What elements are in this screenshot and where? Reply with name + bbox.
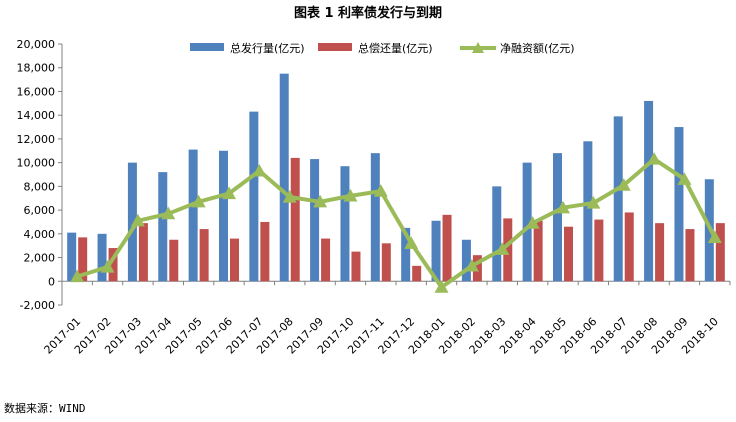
bar-total-repayment [685,229,695,282]
line-point-net-financing [525,216,540,229]
bar-total-repayment [594,219,604,282]
bar-total-issuance [370,153,380,282]
bar-total-issuance [249,111,259,282]
bar-total-repayment [351,251,361,282]
bar-total-issuance [97,233,107,282]
line-point-net-financing [464,258,479,272]
bar-total-repayment [260,221,270,282]
y-tick-label: 2,000 [24,252,56,265]
bar-total-issuance [127,162,137,282]
line-point-net-financing [556,200,570,214]
legend-swatch [318,43,352,51]
line-point-net-financing [313,194,328,208]
bar-total-repayment [655,223,665,282]
legend-swatch [190,43,224,51]
bar-total-issuance [188,149,198,282]
bar-total-issuance [492,186,502,282]
bar-total-repayment [564,226,573,282]
bar-total-issuance [219,150,228,282]
line-point-net-financing [434,280,449,293]
source-note: 数据来源：WIND [4,402,86,415]
line-point-net-financing [282,190,297,203]
bar-total-repayment [169,239,179,282]
bar-total-repayment [412,265,422,282]
legend-label: 总偿还量(亿元) [358,41,433,55]
y-tick-label: 0 [48,275,55,288]
line-point-net-financing [616,178,631,191]
line-point-net-financing [586,195,601,209]
bar-total-issuance [431,220,441,282]
y-tick-label: 18,000 [17,62,56,75]
line-point-net-financing [161,206,176,220]
y-tick-label: 20,000 [17,38,56,51]
line-point-net-financing [677,172,692,185]
chart-title: 图表 1 利率债发行与到期 [294,5,442,21]
y-tick-label: 14,000 [17,109,56,122]
line-net-financing [76,157,717,290]
bar-total-issuance [644,100,654,282]
line-point-net-financing [222,186,236,200]
line-point-net-financing [191,194,206,208]
legend-marker [472,42,484,53]
bar-total-issuance [613,116,623,282]
bar-total-repayment [624,212,634,282]
bar-total-issuance [279,73,289,282]
line-point-net-financing [404,236,419,249]
line-point-net-financing [100,260,115,273]
bar-total-repayment [442,214,452,282]
bar-total-issuance [522,162,532,282]
bar-total-repayment [108,248,118,282]
bar-total-repayment [381,243,391,282]
bar-total-repayment [290,157,300,282]
bar-total-repayment [138,223,148,282]
line-point-net-financing [343,188,358,202]
bar-total-repayment [472,255,482,282]
bar-total-issuance [553,153,562,282]
y-tick-label: -2,000 [20,299,55,312]
bar-total-repayment [78,237,88,282]
legend: 总发行量(亿元) 总偿还量(亿元) 净融资额(亿元) [190,41,575,55]
bar-total-repayment [503,218,513,282]
y-tick-label: 12,000 [17,133,56,146]
line-point-net-financing [130,213,145,227]
bar-total-repayment [321,238,331,282]
line-point-net-financing [647,152,662,165]
bar-total-issuance [461,239,471,282]
bar-total-repayment [230,238,239,282]
bar-total-issuance [583,141,593,282]
bar-total-repayment [199,229,209,282]
y-tick-label: 4,000 [24,228,56,241]
bar-total-issuance [67,232,77,282]
legend-label: 总发行量(亿元) [230,41,305,55]
line-point-net-financing [252,163,267,177]
bar-total-repayment [715,223,725,282]
bar-total-issuance [340,166,350,282]
bar-total-issuance [310,159,320,282]
bar-total-repayment [533,220,543,282]
bar-total-issuance [401,227,411,282]
line-point-net-financing [707,230,722,243]
plot-area: -2,000 0 2,000 4,000 6,000 8,000 10,000 12,000 1… [17,38,731,357]
y-tick-label: 6,000 [24,204,56,217]
bar-total-issuance [674,127,684,282]
legend-label: 净融资额(亿元) [500,41,575,55]
bar-total-issuance [158,172,168,282]
line-point-net-financing [495,242,510,255]
line-point-net-financing [70,269,85,283]
y-tick-label: 10,000 [17,157,56,170]
line-point-net-financing [373,184,388,197]
y-tick-label: 8,000 [24,180,56,193]
y-tick-label: 16,000 [17,85,56,98]
